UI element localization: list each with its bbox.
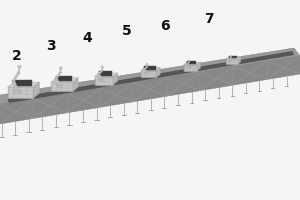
- Polygon shape: [141, 71, 157, 77]
- Polygon shape: [56, 76, 72, 81]
- Text: 4: 4: [82, 31, 92, 45]
- Polygon shape: [226, 59, 238, 64]
- Ellipse shape: [14, 89, 20, 91]
- Polygon shape: [184, 65, 197, 71]
- Polygon shape: [187, 61, 196, 64]
- Circle shape: [188, 60, 189, 61]
- Polygon shape: [238, 57, 241, 64]
- Circle shape: [188, 60, 190, 61]
- Polygon shape: [51, 78, 78, 82]
- Polygon shape: [197, 62, 200, 71]
- Text: 5: 5: [122, 24, 131, 38]
- Polygon shape: [73, 78, 78, 91]
- Polygon shape: [33, 82, 39, 98]
- Bar: [99, 79, 103, 81]
- Polygon shape: [226, 57, 241, 59]
- Circle shape: [19, 65, 20, 66]
- Circle shape: [102, 70, 103, 71]
- Ellipse shape: [56, 84, 61, 85]
- Text: 2: 2: [12, 49, 22, 63]
- Polygon shape: [94, 73, 118, 77]
- Circle shape: [55, 78, 57, 79]
- Circle shape: [229, 58, 230, 59]
- Polygon shape: [8, 51, 294, 103]
- Text: 6: 6: [160, 19, 170, 33]
- Polygon shape: [51, 82, 73, 91]
- Ellipse shape: [144, 72, 148, 73]
- Polygon shape: [157, 68, 160, 77]
- Ellipse shape: [229, 60, 232, 61]
- Circle shape: [60, 67, 61, 68]
- Polygon shape: [8, 87, 33, 98]
- Circle shape: [230, 56, 232, 57]
- Circle shape: [59, 67, 62, 69]
- Bar: [145, 72, 148, 74]
- Circle shape: [18, 65, 21, 68]
- Circle shape: [12, 80, 15, 82]
- Polygon shape: [0, 48, 300, 104]
- Circle shape: [98, 74, 100, 75]
- Circle shape: [186, 64, 188, 65]
- Circle shape: [144, 69, 145, 70]
- Text: 7: 7: [204, 12, 214, 26]
- Circle shape: [101, 66, 104, 68]
- Ellipse shape: [187, 66, 190, 67]
- Ellipse shape: [99, 78, 103, 79]
- Text: 3: 3: [46, 39, 56, 53]
- Circle shape: [230, 57, 231, 58]
- Circle shape: [18, 72, 20, 73]
- Polygon shape: [141, 68, 160, 71]
- Polygon shape: [99, 71, 112, 76]
- Circle shape: [188, 62, 190, 63]
- Circle shape: [146, 64, 148, 65]
- Bar: [229, 60, 232, 62]
- Polygon shape: [144, 66, 156, 70]
- Polygon shape: [14, 80, 32, 86]
- Polygon shape: [94, 77, 113, 85]
- Bar: [56, 84, 61, 87]
- Bar: [14, 90, 20, 93]
- Circle shape: [146, 63, 148, 64]
- Bar: [187, 66, 190, 68]
- Polygon shape: [8, 82, 39, 87]
- Circle shape: [146, 66, 148, 67]
- Circle shape: [60, 72, 61, 73]
- Circle shape: [102, 66, 103, 67]
- Polygon shape: [184, 62, 200, 65]
- Polygon shape: [113, 73, 118, 85]
- Polygon shape: [229, 56, 237, 58]
- Polygon shape: [0, 56, 300, 124]
